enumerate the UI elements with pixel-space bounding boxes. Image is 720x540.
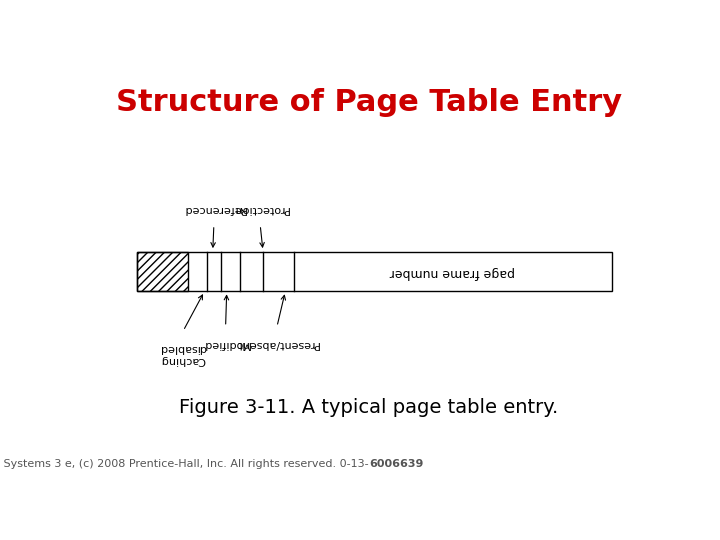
Bar <box>138 252 612 292</box>
Text: Protection: Protection <box>232 205 289 214</box>
Text: Tanenbaum, Modern Operating Systems 3 e, (c) 2008 Prentice-Hall, Inc. All rights: Tanenbaum, Modern Operating Systems 3 e,… <box>0 459 369 469</box>
Text: Modified: Modified <box>202 339 249 349</box>
Text: 6006639: 6006639 <box>369 459 423 469</box>
Text: page frame number: page frame number <box>390 266 516 279</box>
Text: Structure of Page Table Entry: Structure of Page Table Entry <box>116 87 622 117</box>
Text: Caching
disabled: Caching disabled <box>160 343 207 365</box>
Bar <box>138 252 188 292</box>
Text: Present/absent: Present/absent <box>235 339 319 349</box>
Text: Figure 3-11. A typical page table entry.: Figure 3-11. A typical page table entry. <box>179 399 559 417</box>
Text: Referenced: Referenced <box>182 205 246 214</box>
